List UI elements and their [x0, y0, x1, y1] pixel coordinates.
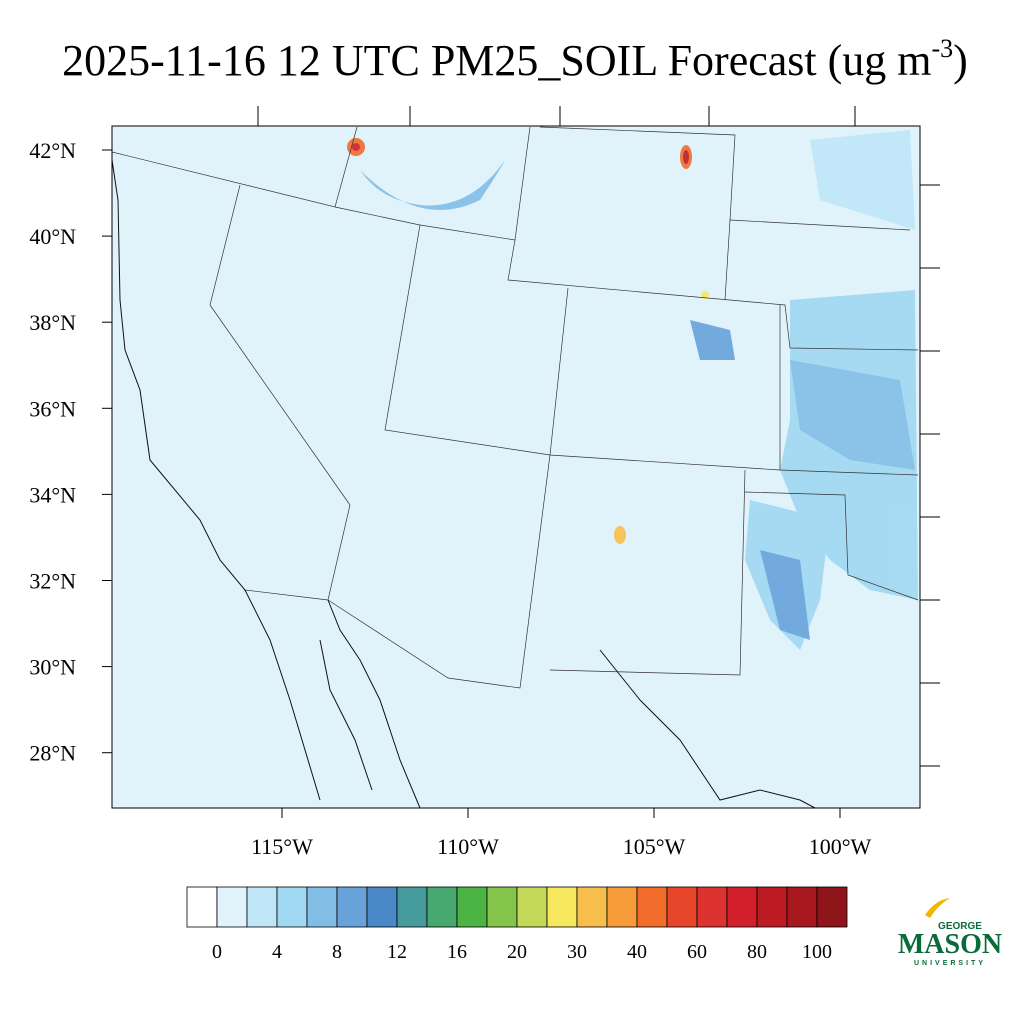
title: 2025-11-16 12 UTC PM25_SOIL Forecast (ug… [62, 34, 968, 85]
colorbar-box [486, 886, 518, 928]
colorbar-box [306, 886, 338, 928]
lat-label: 34°N [29, 482, 76, 507]
colorbar-box [396, 886, 428, 928]
logo: GEORGE MASON UNIVERSITY [898, 898, 1002, 967]
colorbar-box [696, 886, 728, 928]
colorbar-box [426, 886, 458, 928]
colorbar-box [606, 886, 638, 928]
colorbar-box [756, 886, 788, 928]
colorbar-box [516, 886, 548, 928]
colorbar-box [186, 886, 218, 928]
colorbar: 0 4 8 12 16 20 30 40 60 80 100 [186, 886, 848, 963]
colorbar-label: 30 [567, 941, 587, 963]
colorbar-label: 20 [507, 941, 527, 963]
colorbar-label: 40 [627, 941, 647, 963]
map: 42°N 40°N 38°N 36°N 34°N 32°N 30°N 28°N 115°W 110… [29, 106, 940, 859]
colorbar-box [216, 886, 248, 928]
colorbar-label: 4 [272, 941, 282, 963]
colorbar-label: 8 [332, 941, 342, 963]
colorbar-box [666, 886, 698, 928]
lon-label: 110°W [437, 834, 499, 859]
lat-label: 28°N [29, 741, 76, 766]
colorbar-box [636, 886, 668, 928]
colorbar-box [276, 886, 308, 928]
colorbar-box [786, 886, 818, 928]
colorbar-label: 60 [687, 941, 707, 963]
logo-main: MASON [898, 929, 1002, 960]
colorbar-box [546, 886, 578, 928]
lon-label: 115°W [251, 834, 313, 859]
map-frame [111, 125, 921, 809]
colorbar-label: 0 [212, 941, 222, 963]
concentration-blobs [347, 130, 918, 650]
colorbar-box [456, 886, 488, 928]
colorbar-box [816, 886, 848, 928]
lon-label: 100°W [809, 834, 872, 859]
colorbar-label: 16 [447, 941, 467, 963]
boundaries [111, 126, 919, 809]
title-close: ) [953, 36, 968, 85]
colorbar-label: 80 [747, 941, 767, 963]
colorbar-label: 12 [387, 941, 407, 963]
colorbar-box [246, 886, 278, 928]
logo-top: GEORGE [938, 921, 982, 932]
title-superscript: -3 [932, 34, 954, 63]
colorbar-box [576, 886, 608, 928]
title-main: 2025-11-16 12 UTC PM25_SOIL Forecast (ug… [62, 36, 931, 85]
lat-label: 32°N [29, 569, 76, 594]
lat-label: 40°N [29, 224, 76, 249]
colorbar-label: 100 [802, 941, 832, 963]
lat-label: 30°N [29, 655, 76, 680]
lat-label: 38°N [29, 310, 76, 335]
lat-label: 42°N [29, 138, 76, 163]
colorbar-box [726, 886, 758, 928]
frame-ticks [257, 106, 940, 767]
colorbar-box [336, 886, 368, 928]
lat-label: 36°N [29, 396, 76, 421]
logo-bottom: UNIVERSITY [914, 960, 986, 967]
lon-label: 105°W [623, 834, 686, 859]
colorbar-box [366, 886, 398, 928]
